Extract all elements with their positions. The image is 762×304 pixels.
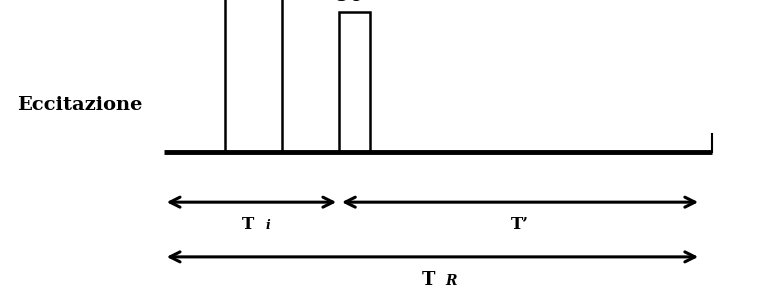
Text: T’: T’ <box>511 216 529 233</box>
Text: T: T <box>242 216 254 233</box>
Text: i: i <box>266 219 271 232</box>
Text: R: R <box>446 274 457 288</box>
Text: 90°: 90° <box>336 0 373 5</box>
Text: Eccitazione: Eccitazione <box>18 95 142 114</box>
Text: T: T <box>422 271 435 288</box>
